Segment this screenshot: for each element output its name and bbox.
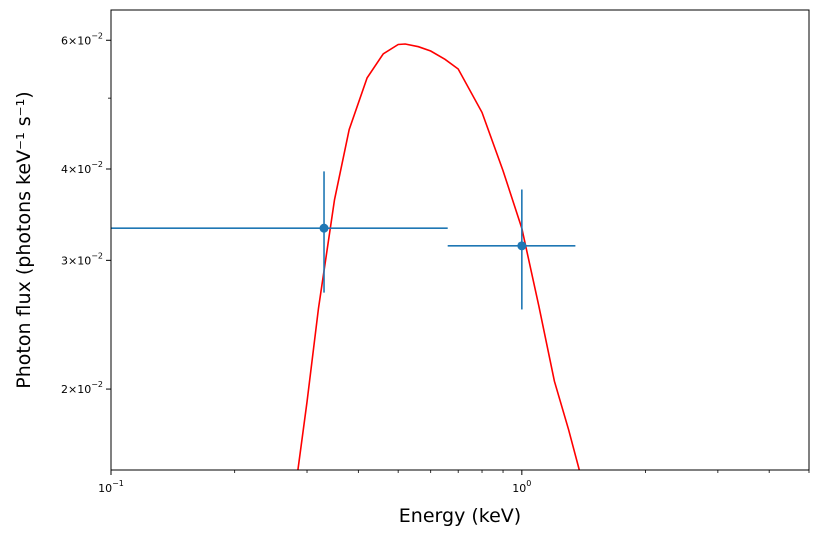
x-tick-label: 10−1 <box>98 479 124 495</box>
ticks: 10−1 100 2×10−2 3×10−2 4×10−2 6×10−2 <box>61 31 810 495</box>
axes-frame <box>110 9 810 471</box>
plot-area <box>111 43 581 470</box>
data-point-1 <box>319 223 329 233</box>
data-point-2 <box>517 241 527 251</box>
x-tick-label: 100 <box>512 479 531 495</box>
model-curve <box>297 43 581 470</box>
y-axis-label: Photon flux (photons keV⁻¹ s⁻¹) <box>13 91 35 388</box>
y-tick-label: 6×10−2 <box>61 31 103 47</box>
y-tick-label: 3×10−2 <box>61 251 103 267</box>
y-tick-label: 4×10−2 <box>61 160 103 176</box>
x-axis-label: Energy (keV) <box>399 505 521 527</box>
plot-content <box>111 43 581 470</box>
y-tick-label: 2×10−2 <box>61 380 103 396</box>
